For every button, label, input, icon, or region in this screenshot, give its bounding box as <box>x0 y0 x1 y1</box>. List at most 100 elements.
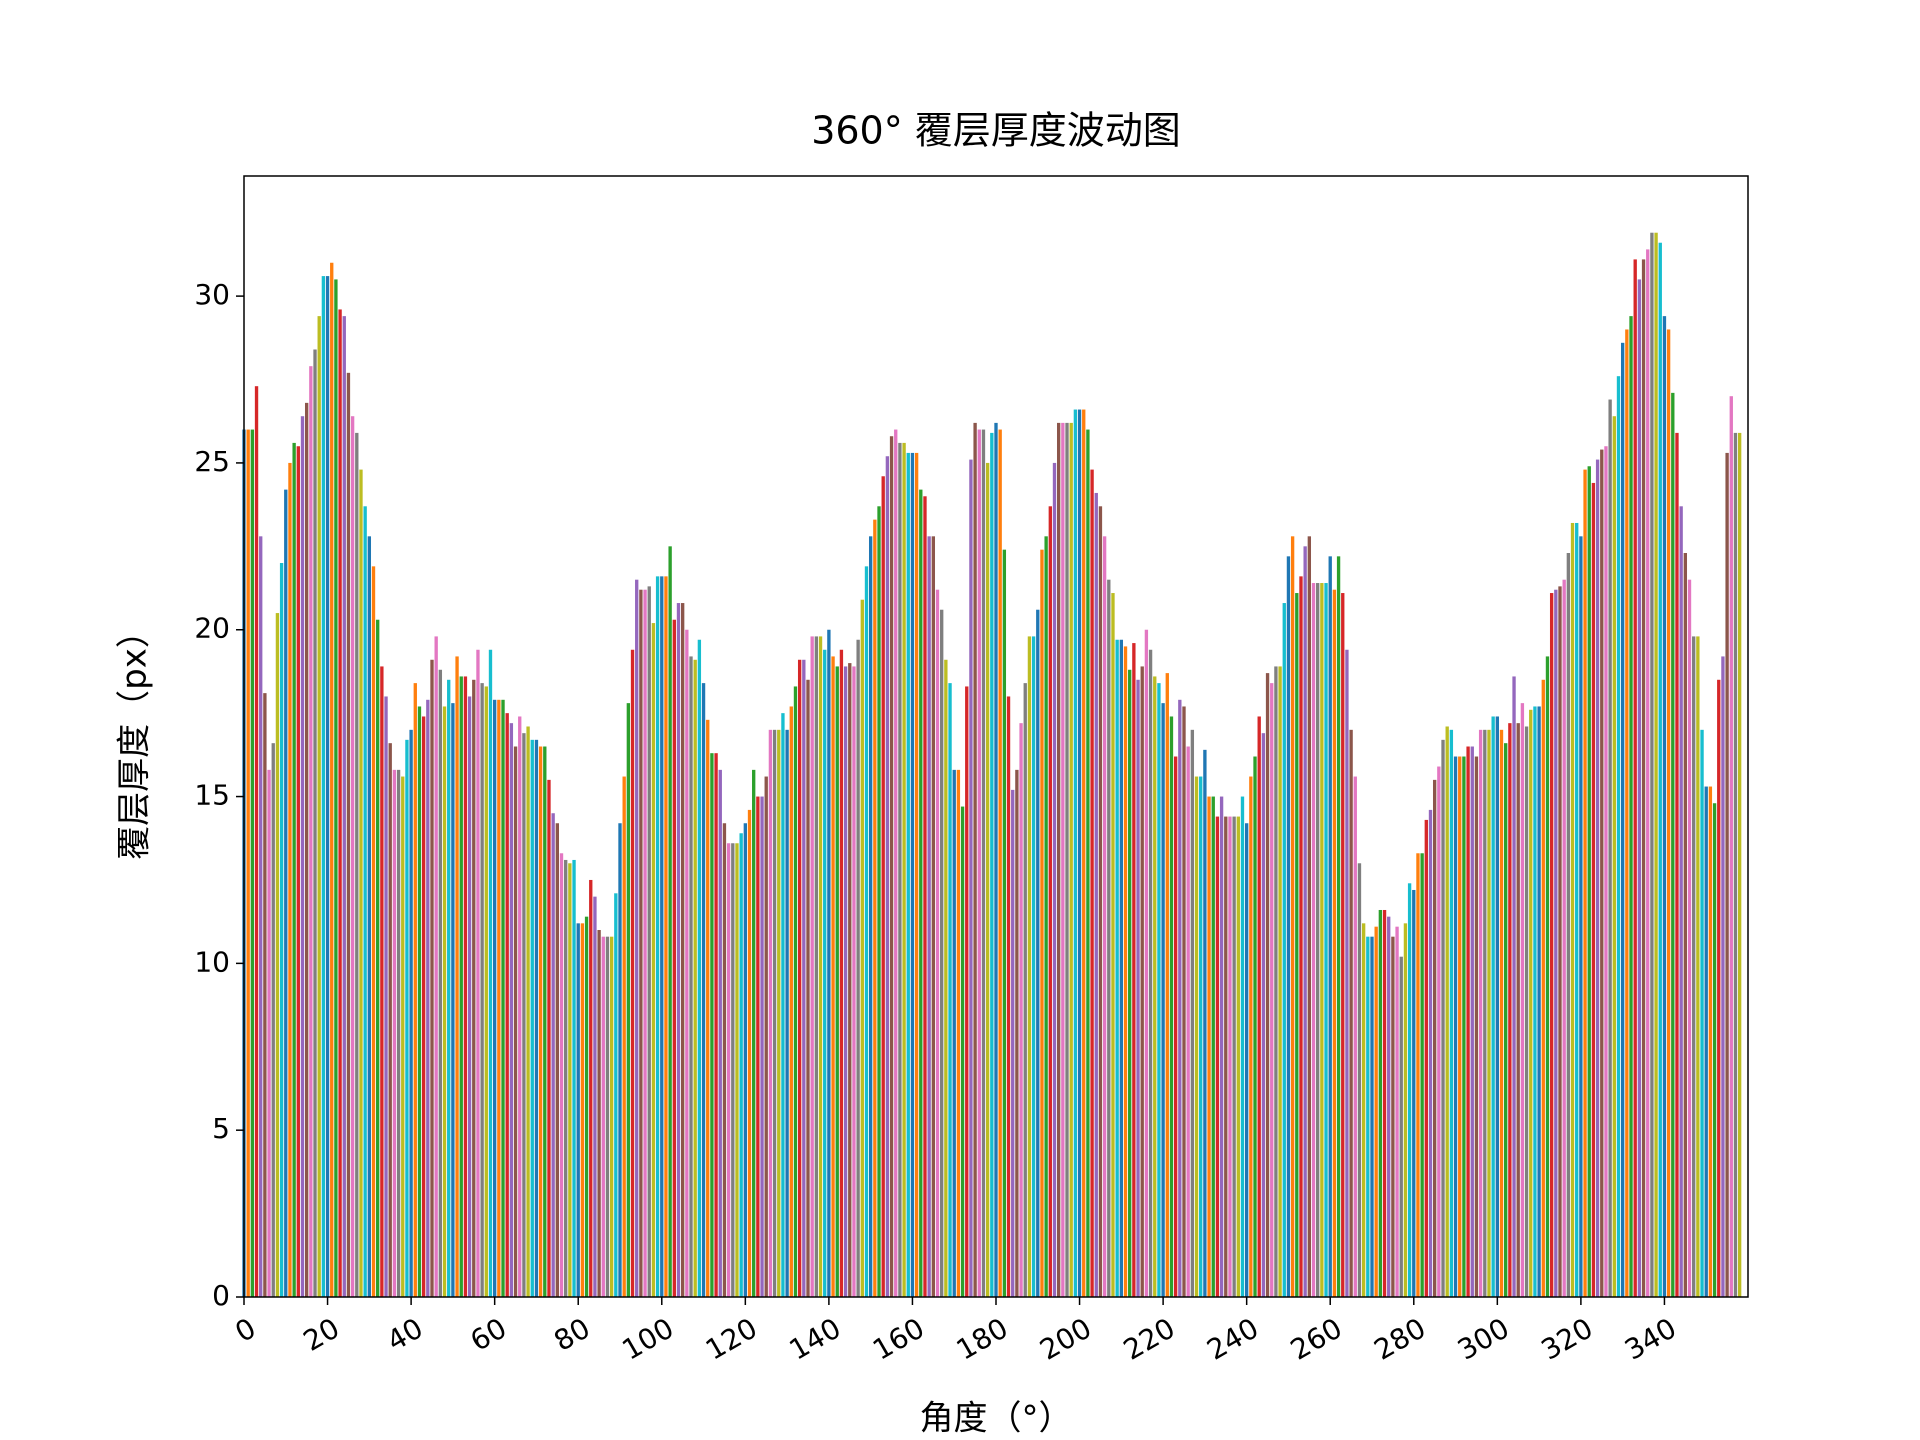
bar <box>1658 242 1662 1297</box>
bar <box>543 746 547 1297</box>
bar <box>1570 522 1575 1297</box>
bar <box>1215 816 1220 1297</box>
bar <box>1148 649 1153 1297</box>
bar <box>380 666 384 1297</box>
bar <box>434 636 438 1297</box>
bar <box>1583 469 1587 1298</box>
bar <box>1675 432 1679 1297</box>
bar <box>405 739 409 1297</box>
bar <box>584 916 589 1297</box>
bar <box>1566 553 1571 1297</box>
x-tick-label: 240 <box>1201 1311 1264 1366</box>
bar <box>664 576 668 1297</box>
bar <box>839 649 844 1297</box>
bar <box>309 366 313 1297</box>
bar <box>1600 449 1604 1297</box>
bar <box>768 729 773 1297</box>
bar <box>1387 916 1391 1297</box>
bar <box>1240 796 1245 1297</box>
bar <box>1044 536 1048 1297</box>
bar <box>388 743 392 1297</box>
bar <box>1625 329 1629 1298</box>
bar <box>1399 956 1403 1297</box>
bar <box>848 663 852 1297</box>
bar <box>1244 823 1249 1297</box>
bar <box>1721 656 1725 1297</box>
bar <box>676 603 681 1297</box>
bar <box>835 666 839 1297</box>
bar <box>1704 786 1708 1297</box>
bar <box>1270 683 1274 1297</box>
bar <box>547 779 551 1297</box>
bar <box>969 459 973 1297</box>
bar <box>1182 706 1186 1297</box>
y-axis-label: 覆层厚度（px） <box>115 614 155 860</box>
bar <box>960 806 965 1297</box>
bar <box>263 693 267 1297</box>
bar <box>1119 639 1124 1297</box>
bar <box>1236 816 1240 1297</box>
bar <box>956 769 961 1297</box>
bar <box>743 823 748 1297</box>
bar <box>1165 673 1169 1297</box>
bar <box>601 936 605 1297</box>
bar <box>363 506 367 1297</box>
bar <box>1395 926 1399 1297</box>
bar <box>1604 446 1608 1297</box>
bar <box>1666 329 1671 1298</box>
bar <box>881 476 885 1298</box>
bar <box>338 309 342 1297</box>
bar <box>1466 746 1470 1297</box>
bar <box>1115 639 1119 1297</box>
bar <box>1554 589 1558 1297</box>
bar <box>927 536 931 1297</box>
bar <box>1591 482 1596 1297</box>
bar <box>538 746 543 1297</box>
bar <box>680 603 685 1297</box>
bar <box>1499 729 1504 1297</box>
bar <box>559 853 564 1297</box>
bar <box>472 679 476 1297</box>
bar <box>484 686 488 1297</box>
x-tick-label: 300 <box>1452 1311 1515 1366</box>
bar <box>1437 766 1441 1297</box>
bar <box>505 713 509 1297</box>
bar <box>1545 656 1550 1297</box>
bar <box>1144 629 1149 1297</box>
bar <box>1015 769 1019 1297</box>
bar <box>1153 676 1157 1297</box>
bar <box>973 422 977 1297</box>
bar <box>330 262 334 1298</box>
bar <box>1524 726 1529 1297</box>
bar <box>1274 666 1278 1297</box>
bar <box>296 446 300 1297</box>
bar <box>906 452 910 1297</box>
bar <box>1637 279 1642 1297</box>
bar <box>1708 786 1713 1297</box>
bar <box>1219 796 1224 1297</box>
bar <box>501 699 505 1297</box>
bar <box>1562 579 1566 1297</box>
bar <box>889 436 894 1297</box>
bar <box>580 923 585 1297</box>
y-tick-label: 25 <box>194 445 230 478</box>
bar <box>718 769 722 1297</box>
bar <box>1307 536 1312 1297</box>
bar <box>292 442 296 1297</box>
bar <box>1366 936 1370 1297</box>
bar <box>1729 396 1733 1298</box>
bar <box>910 452 915 1297</box>
bar <box>1290 536 1295 1297</box>
bar <box>672 619 676 1297</box>
bar <box>1265 673 1270 1297</box>
bar <box>1069 422 1073 1297</box>
bar <box>284 489 288 1297</box>
bar <box>451 703 455 1297</box>
bar <box>1328 556 1332 1297</box>
bar <box>392 769 397 1297</box>
bar <box>923 496 927 1297</box>
bar <box>1320 583 1324 1297</box>
bar <box>279 563 284 1297</box>
bar <box>509 723 514 1297</box>
